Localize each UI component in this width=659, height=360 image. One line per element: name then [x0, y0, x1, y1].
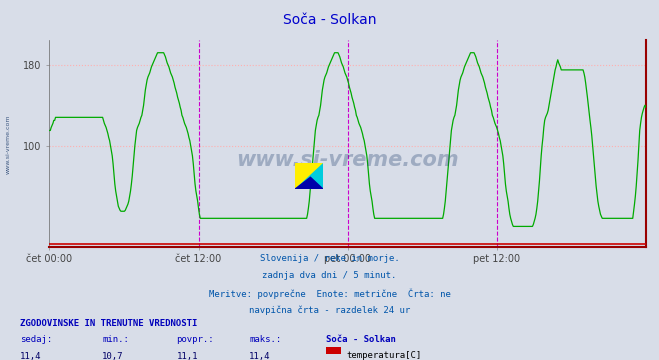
Text: ZGODOVINSKE IN TRENUTNE VREDNOSTI: ZGODOVINSKE IN TRENUTNE VREDNOSTI — [20, 319, 197, 328]
Text: www.si-vreme.com: www.si-vreme.com — [237, 150, 459, 170]
Polygon shape — [295, 163, 323, 189]
Text: 11,1: 11,1 — [177, 352, 198, 360]
Text: Slovenija / reke in morje.: Slovenija / reke in morje. — [260, 254, 399, 263]
Polygon shape — [295, 163, 323, 189]
Text: Meritve: povprečne  Enote: metrične  Črta: ne: Meritve: povprečne Enote: metrične Črta:… — [208, 288, 451, 299]
Text: zadnja dva dni / 5 minut.: zadnja dva dni / 5 minut. — [262, 271, 397, 280]
Text: min.:: min.: — [102, 335, 129, 344]
Polygon shape — [295, 177, 323, 189]
Text: 11,4: 11,4 — [20, 352, 42, 360]
Text: 11,4: 11,4 — [249, 352, 271, 360]
Text: Soča - Solkan: Soča - Solkan — [326, 335, 396, 344]
Text: navpična črta - razdelek 24 ur: navpična črta - razdelek 24 ur — [249, 306, 410, 315]
Text: www.si-vreme.com: www.si-vreme.com — [5, 114, 11, 174]
Text: povpr.:: povpr.: — [177, 335, 214, 344]
Text: 10,7: 10,7 — [102, 352, 124, 360]
Text: sedaj:: sedaj: — [20, 335, 52, 344]
Text: Soča - Solkan: Soča - Solkan — [283, 13, 376, 27]
Text: maks.:: maks.: — [249, 335, 281, 344]
Text: temperatura[C]: temperatura[C] — [346, 351, 421, 360]
